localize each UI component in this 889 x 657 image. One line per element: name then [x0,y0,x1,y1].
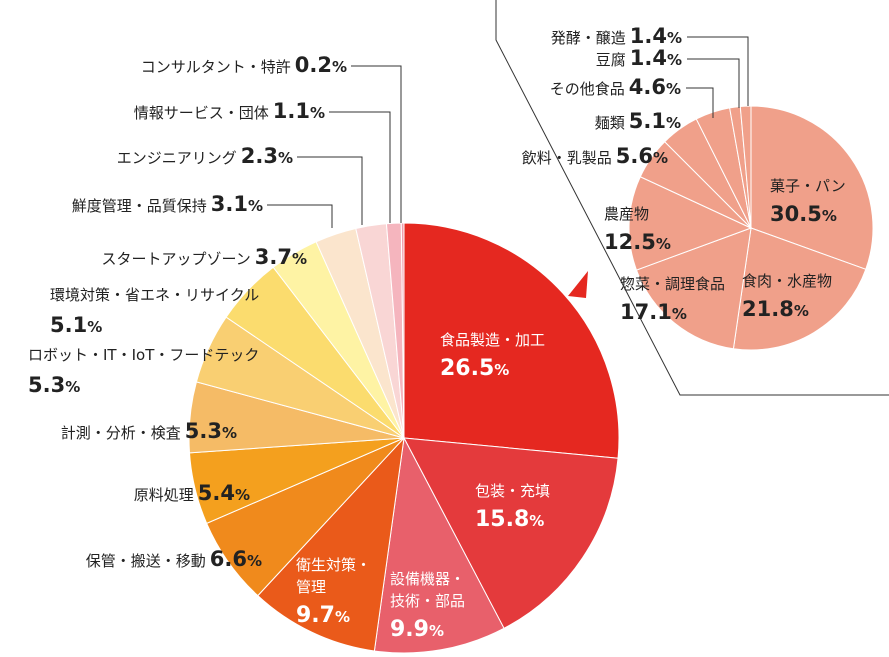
label-environment-name: 環境対策・省エネ・リサイクル [50,286,259,304]
label-main-4: 保管・搬送・移動 6.6% [86,547,262,571]
label-detail-4: 飲料・乳製品 5.6% [522,144,668,168]
label-confectionery-value: 30.5% [770,202,837,226]
label-packaging-value: 15.8% [475,507,544,532]
label-produce-name: 農産物 [604,205,649,223]
detail-pie-chart [628,105,874,351]
detail-leader-8 [687,36,749,106]
label-main-13: コンサルタント・特許 0.2% [141,53,347,77]
leader-line-13 [351,65,402,223]
detail-slice-1 [732,227,867,351]
label-prepared-food-value: 17.1% [620,300,687,324]
leader-line-11 [297,156,363,225]
label-equipment-name: 技術・部品 [390,592,465,610]
label-robot-value: 5.3% [28,373,80,397]
label-main-5: 原料処理 5.4% [134,481,250,505]
connector-line [495,0,889,396]
label-equipment-name: 設備機器・ [390,570,465,588]
leader-line-12 [329,111,391,223]
label-equipment-value: 9.9% [390,617,444,642]
main-slice-2 [373,436,505,654]
label-robot-name: ロボット・IT・IoT・フードテック [28,346,259,364]
detail-pie-labels: 菓子・パン 30.5% 食肉・水産物 21.8% 惣菜・調理食品 17.1% 農産物 12.5… [522,24,846,324]
detail-slice-3 [628,176,753,271]
label-detail-8: 発酵・醸造 1.4% [551,24,682,48]
label-detail-6: その他食品 4.6% [550,75,681,99]
label-produce-value: 12.5% [604,230,671,254]
detail-slice-8 [739,105,752,229]
detail-slice-0 [750,105,874,270]
label-hygiene-name: 管理 [296,578,326,596]
detail-leader-7 [687,58,740,108]
leader-line-10 [267,204,333,228]
main-slice-0 [403,222,620,459]
label-startup: スタートアップゾーン 3.7% [102,245,308,269]
label-hygiene-name: 衛生対策・ [296,556,371,574]
label-meat-fish-name: 食肉・水産物 [742,272,832,290]
label-environment-value: 5.1% [50,313,102,337]
label-prepared-food-name: 惣菜・調理食品 [620,275,725,293]
main-slice-13 [400,222,405,439]
detail-connector [495,0,889,396]
label-main-11: エンジニアリング 2.3% [117,144,293,168]
label-main-6: 計測・分析・検査 5.3% [61,419,237,443]
label-confectionery-name: 菓子・パン [770,177,846,195]
label-food-manufacturing-value: 26.5% [440,356,509,381]
label-food-manufacturing-name: 食品製造・加工 [440,331,545,349]
label-detail-7: 豆腐 1.4% [596,46,682,70]
label-main-12: 情報サービス・団体 1.1% [134,99,325,123]
label-hygiene-value: 9.7% [296,603,350,628]
label-main-10: 鮮度管理・品質保持 3.1% [72,192,263,216]
label-packaging-name: 包装・充填 [475,482,550,500]
detail-slice-2 [635,227,752,350]
label-meat-fish-value: 21.8% [742,297,809,321]
main-slice-3 [257,436,405,652]
main-pie-labels: 食品製造・加工 26.5% 包装・充填 15.8% 設備機器・技術・部品 9.9% 衛生対策… [28,53,550,642]
main-slice-1 [403,437,619,629]
connector-arrow [568,271,588,298]
label-detail-5: 麺類 5.1% [595,109,681,133]
detail-leader-6 [686,87,714,118]
main-pie-chart [188,222,620,654]
